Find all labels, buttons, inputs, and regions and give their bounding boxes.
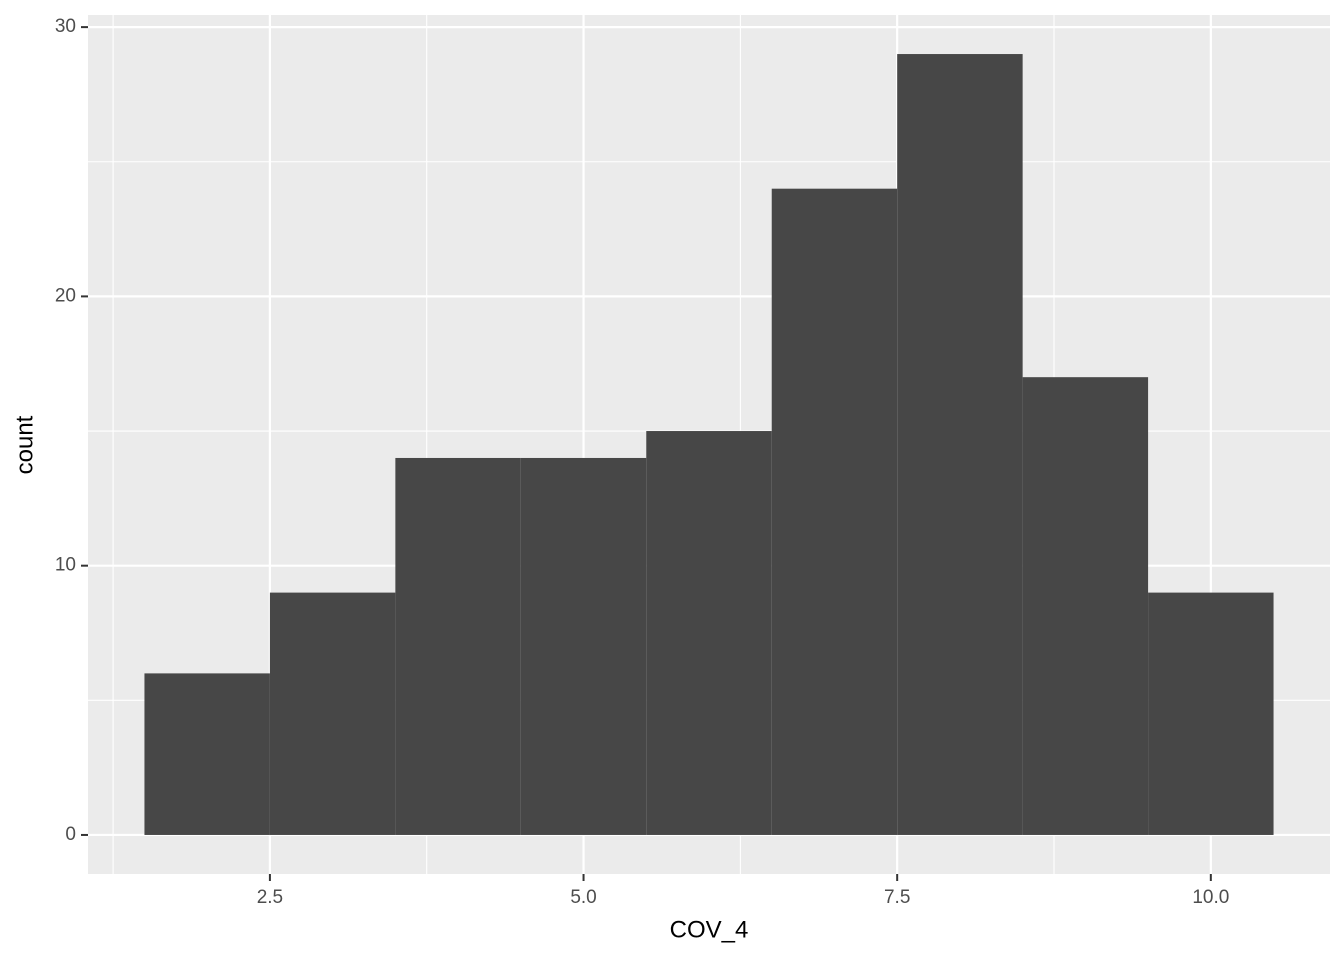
bar: [395, 457, 521, 835]
x-tick-label: 7.5: [884, 887, 910, 908]
x-axis-title: COV_4: [670, 916, 749, 943]
bar: [646, 431, 772, 835]
y-tick-label: 20: [55, 285, 76, 306]
bar: [1148, 592, 1274, 835]
bar: [520, 457, 647, 835]
y-tick-label: 30: [55, 16, 76, 37]
x-tick-label: 2.5: [257, 887, 283, 908]
y-tick-label: 10: [55, 555, 76, 576]
bar: [1022, 377, 1149, 835]
bar: [269, 592, 396, 835]
y-axis-title: count: [11, 415, 38, 474]
x-tick-label: 5.0: [570, 887, 596, 908]
bar: [771, 188, 898, 835]
x-tick-label: 10.0: [1192, 887, 1229, 908]
bar: [144, 673, 270, 835]
bar: [897, 54, 1023, 835]
y-tick-label: 0: [65, 824, 76, 845]
